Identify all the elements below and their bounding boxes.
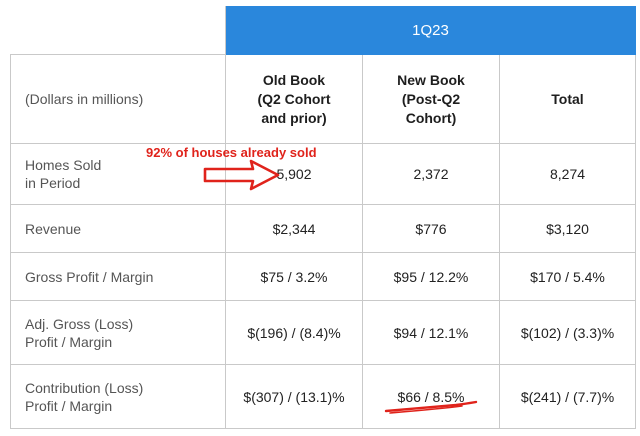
table-row: Gross Profit / Margin $75 / 3.2% $95 / 1… [10,252,637,301]
gross-profit-new-book: $95 / 12.2% [362,252,500,301]
row-label-line: Homes Sold [25,157,102,173]
adj-gross-new-book: $94 / 12.1% [362,300,500,365]
homes-sold-total: 8,274 [498,143,637,205]
row-label: Contribution (Loss) Profit / Margin [10,364,226,429]
revenue-total: $3,120 [498,204,637,253]
row-label-line: Contribution (Loss) [25,379,144,396]
underline-stroke [389,405,463,414]
period-header-row: 1Q23 [10,6,637,55]
old-book-header-line: (Q2 Cohort [257,90,331,107]
contribution-old-book: $(307) / (13.1)% [225,364,363,429]
underline-stroke [384,400,478,413]
adj-gross-old-book: $(196) / (8.4)% [225,300,363,365]
revenue-old-book: $2,344 [225,204,363,253]
adj-gross-total: $(102) / (3.3)% [498,300,637,365]
period-label: 1Q23 [224,6,637,55]
table-row: Contribution (Loss) Profit / Margin $(30… [10,364,637,429]
revenue-new-book: $776 [362,204,500,253]
new-book-header-line: New Book [397,71,465,88]
old-book-header: Old Book (Q2 Cohort and prior) [225,54,363,144]
row-label: Gross Profit / Margin [10,252,226,301]
row-label: Adj. Gross (Loss) Profit / Margin [10,300,226,365]
red-underline-mark [384,400,478,414]
table-row: Revenue $2,344 $776 $3,120 [10,204,637,253]
units-label: (Dollars in millions) [10,54,226,144]
corner-cell [10,6,226,55]
row-label-line: Adj. Gross (Loss) [25,315,134,332]
annotation-text: 92% of houses already sold [146,145,317,160]
old-book-header-line: Old Book [262,71,326,88]
table-row: Homes Sold in Period 5,902 2,372 8,274 [10,143,637,205]
row-label-line: Profit / Margin [25,397,113,414]
arrow-shape [203,159,280,191]
gross-profit-old-book: $75 / 3.2% [225,252,363,301]
row-label: Homes Sold in Period [10,143,226,205]
financial-table: 1Q23 (Dollars in millions) Old Book (Q2 … [10,6,637,429]
row-label-line: Profit / Margin [25,333,113,350]
table-row: Adj. Gross (Loss) Profit / Margin $(196)… [10,300,637,365]
row-label-line: in Period [25,175,81,191]
new-book-header-line: Cohort) [405,109,457,126]
total-header: Total [498,54,637,144]
new-book-header-line: (Post-Q2 [401,90,461,107]
row-label: Revenue [10,204,226,253]
new-book-header: New Book (Post-Q2 Cohort) [362,54,500,144]
gross-profit-total: $170 / 5.4% [498,252,637,301]
homes-sold-old-book: 5,902 [225,143,363,205]
old-book-header-line: and prior) [261,109,327,126]
homes-sold-new-book: 2,372 [362,143,500,205]
column-header-row: (Dollars in millions) Old Book (Q2 Cohor… [10,54,637,144]
contribution-new-book: $66 / 8.5% [362,364,500,429]
red-arrow-icon [203,159,280,191]
contribution-total: $(241) / (7.7)% [498,364,637,429]
